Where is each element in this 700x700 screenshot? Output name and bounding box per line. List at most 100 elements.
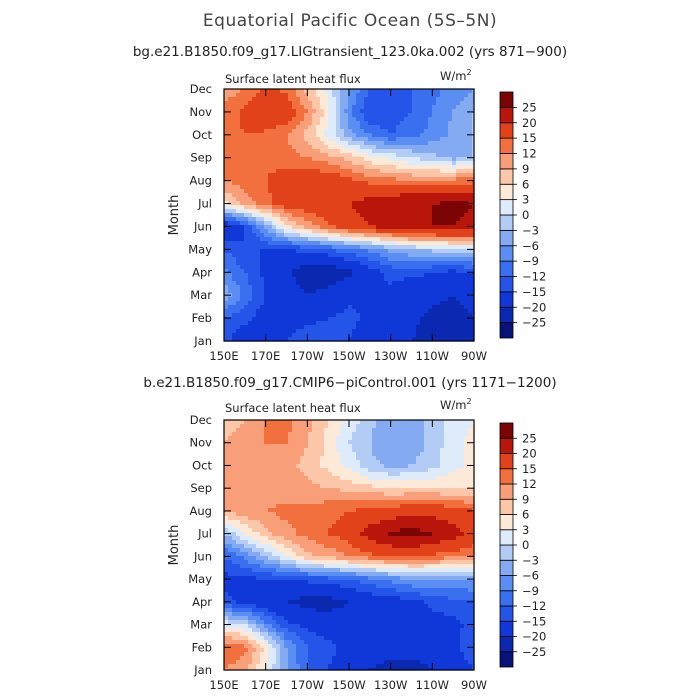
heatmap-cell xyxy=(268,305,273,310)
heatmap-cell xyxy=(352,440,357,445)
heatmap-cell xyxy=(464,269,469,274)
heatmap-cell xyxy=(388,313,393,318)
heatmap-cell xyxy=(416,149,421,154)
heatmap-cell xyxy=(440,440,445,445)
heatmap-cell xyxy=(428,337,433,342)
heatmap-cell xyxy=(336,261,341,266)
heatmap-cell xyxy=(240,428,245,433)
heatmap-cell xyxy=(324,269,329,274)
heatmap-cell xyxy=(444,301,449,306)
heatmap-cell xyxy=(412,249,417,254)
heatmap-cell xyxy=(376,213,381,218)
heatmap-cell xyxy=(460,105,465,110)
heatmap-cell xyxy=(264,177,269,182)
heatmap-cell xyxy=(324,313,329,318)
heatmap-cell xyxy=(348,233,353,238)
heatmap-cell xyxy=(472,177,475,182)
heatmap-cell xyxy=(348,420,353,425)
heatmap-cell xyxy=(320,289,325,294)
heatmap-cell xyxy=(344,460,349,465)
heatmap-cell xyxy=(280,105,285,110)
heatmap-cell xyxy=(296,265,301,270)
heatmap-cell xyxy=(348,193,353,198)
heatmap-cell xyxy=(392,169,397,174)
heatmap-cell xyxy=(308,169,313,174)
heatmap-cell xyxy=(356,436,361,441)
heatmap-cell xyxy=(364,177,369,182)
heatmap-cell xyxy=(460,309,465,314)
heatmap-cell xyxy=(228,109,233,114)
heatmap-cell xyxy=(292,309,297,314)
heatmap-cell xyxy=(244,217,249,222)
heatmap-cell xyxy=(248,285,253,290)
heatmap-cell xyxy=(468,217,473,222)
heatmap-cell xyxy=(380,129,385,134)
heatmap-cell xyxy=(312,305,317,310)
heatmap-cell xyxy=(272,253,277,258)
y-tick-label: Nov xyxy=(190,105,213,119)
heatmap-cell xyxy=(456,129,461,134)
heatmap-cell xyxy=(276,205,281,210)
heatmap-cell xyxy=(328,468,333,473)
heatmap-cell xyxy=(284,265,289,270)
heatmap-cell xyxy=(320,281,325,286)
heatmap-cell xyxy=(252,225,257,230)
heatmap-cell xyxy=(384,261,389,266)
heatmap-cell xyxy=(316,169,321,174)
heatmap-cell xyxy=(308,221,313,226)
heatmap-cell xyxy=(400,121,405,126)
heatmap-cell xyxy=(300,420,305,425)
heatmap-cell xyxy=(332,261,337,266)
heatmap-cell xyxy=(372,281,377,286)
heatmap-cell xyxy=(352,93,357,98)
heatmap-cell xyxy=(384,329,389,334)
heatmap-cell xyxy=(284,329,289,334)
heatmap-cell xyxy=(276,464,281,469)
heatmap-cell xyxy=(460,281,465,286)
heatmap-cell xyxy=(452,89,457,94)
heatmap-cell xyxy=(448,317,453,322)
heatmap-cell xyxy=(268,125,273,130)
heatmap-cell xyxy=(400,241,405,246)
heatmap-cell xyxy=(436,273,441,278)
heatmap-cell xyxy=(428,233,433,238)
heatmap-cell xyxy=(444,464,449,469)
heatmap-cell xyxy=(452,93,457,98)
heatmap-cell xyxy=(292,193,297,198)
heatmap-cell xyxy=(328,201,333,206)
heatmap-cell xyxy=(388,472,393,477)
heatmap-cell xyxy=(436,285,441,290)
heatmap-cell xyxy=(388,464,393,469)
heatmap-cell xyxy=(400,201,405,206)
heatmap-cell xyxy=(360,472,365,477)
heatmap-cell xyxy=(428,181,433,186)
heatmap-cell xyxy=(288,173,293,178)
heatmap-cell xyxy=(264,452,269,457)
heatmap-cell xyxy=(260,161,265,166)
heatmap-cell xyxy=(392,93,397,98)
heatmap-cell xyxy=(248,101,253,106)
heatmap-cell xyxy=(432,249,437,254)
heatmap-cell xyxy=(420,189,425,194)
heatmap-cell xyxy=(292,285,297,290)
heatmap-cell xyxy=(452,460,457,465)
heatmap-cell xyxy=(360,133,365,138)
heatmap-cell xyxy=(276,452,281,457)
heatmap-cell xyxy=(452,229,457,234)
heatmap-cell xyxy=(312,281,317,286)
heatmap-cell xyxy=(316,133,321,138)
heatmap-cell xyxy=(324,432,329,437)
heatmap-cell xyxy=(328,149,333,154)
heatmap-cell xyxy=(448,285,453,290)
heatmap-cell xyxy=(300,181,305,186)
heatmap-cell xyxy=(416,420,421,425)
heatmap-cell xyxy=(260,241,265,246)
heatmap-cell xyxy=(464,329,469,334)
heatmap-cell xyxy=(252,424,257,429)
heatmap-cell xyxy=(356,277,361,282)
heatmap-cell xyxy=(404,440,409,445)
heatmap-cell xyxy=(328,173,333,178)
heatmap-cell xyxy=(268,428,273,433)
heatmap-cell xyxy=(248,293,253,298)
heatmap-cell xyxy=(444,137,449,142)
